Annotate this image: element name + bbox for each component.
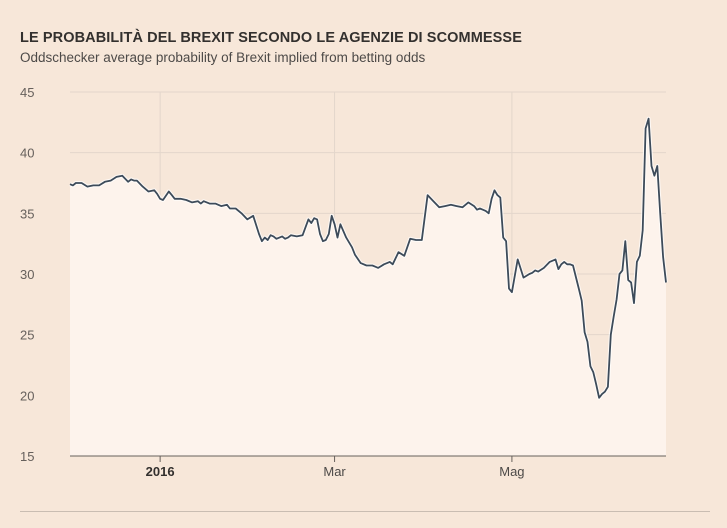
series-area-0	[70, 118, 666, 456]
x-tick-label-Mag: Mag	[499, 464, 524, 479]
chart-subtitle: Oddschecker average probability of Brexi…	[20, 50, 426, 65]
y-tick-label-15: 15	[20, 449, 34, 464]
series-line-0	[69, 117, 667, 399]
y-tick-label-25: 25	[20, 328, 34, 343]
y-tick-label-35: 35	[20, 206, 34, 221]
x-tick-label-Mar: Mar	[323, 464, 346, 479]
y-tick-label-40: 40	[20, 146, 34, 161]
x-tick-label-2016: 2016	[146, 464, 175, 479]
y-tick-label-30: 30	[20, 267, 34, 282]
y-tick-label-45: 45	[20, 85, 34, 100]
bottom-divider	[20, 511, 710, 512]
y-tick-label-20: 20	[20, 388, 34, 403]
chart-title: LE PROBABILITÀ DEL BREXIT SECONDO LE AGE…	[20, 30, 522, 46]
